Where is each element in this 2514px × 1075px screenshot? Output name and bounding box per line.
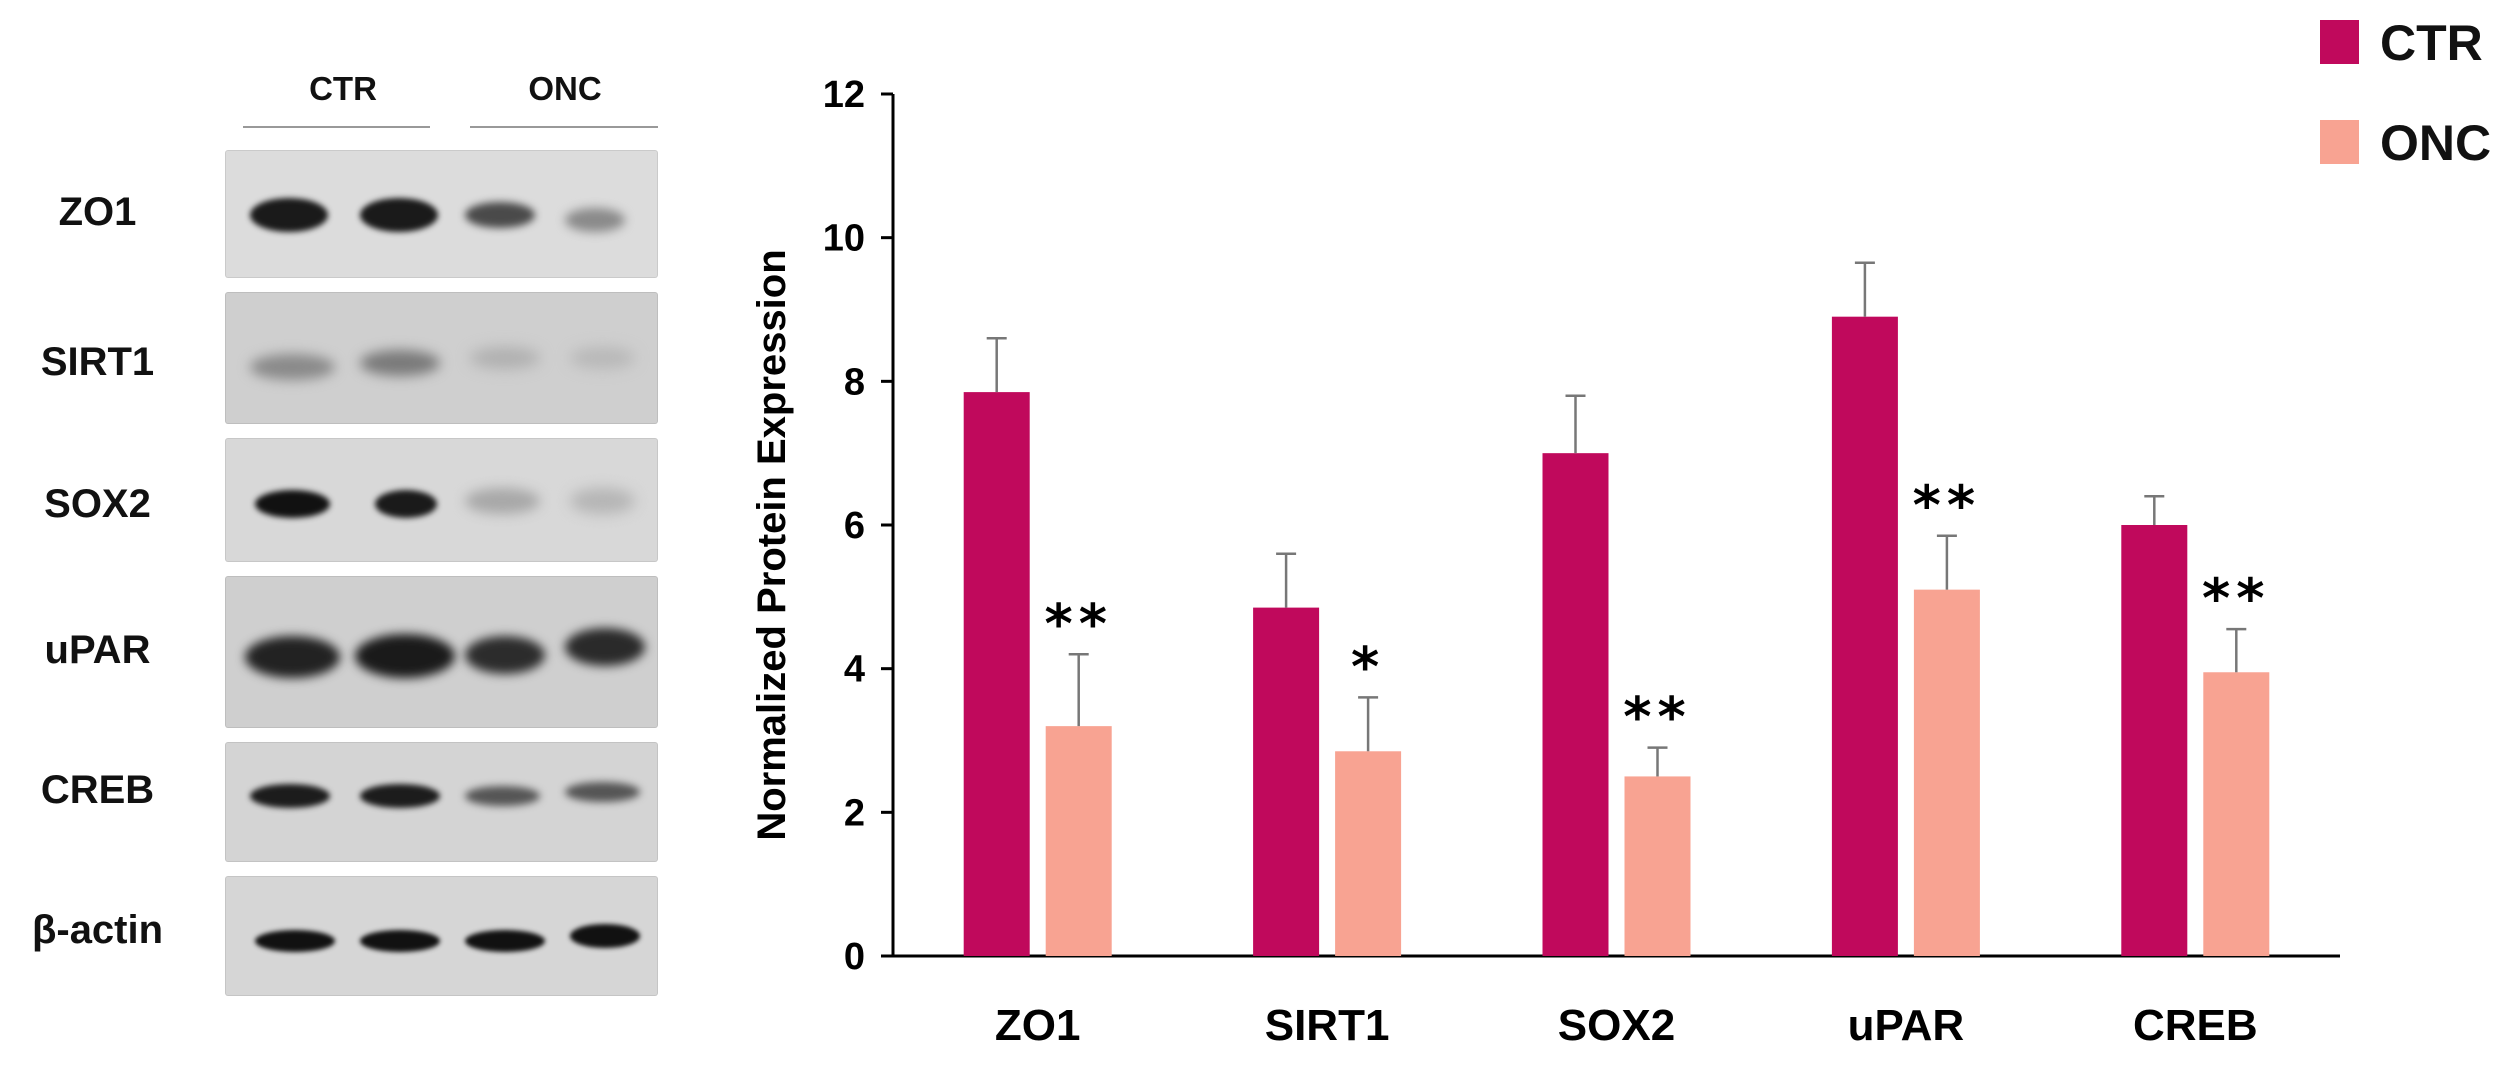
- blot-band: [465, 930, 545, 952]
- blot-band: [360, 784, 440, 808]
- bar-onc-sox2: [1624, 776, 1691, 956]
- blot-band: [565, 782, 640, 802]
- blot-label-zo1: ZO1: [58, 190, 137, 234]
- blot-header-onc: ONC: [528, 70, 602, 107]
- x-tick-label: ZO1: [995, 1001, 1081, 1050]
- blot-header-ctr: CTR: [309, 70, 377, 107]
- bar-ctr-upar: [1831, 316, 1898, 956]
- y-tick-label: 10: [823, 218, 865, 260]
- blot-band: [245, 636, 340, 678]
- blot-band: [250, 198, 328, 232]
- blot-band: [570, 347, 635, 369]
- blot-strip-sirt1: [225, 292, 658, 424]
- blot-label-creb: CREB: [40, 768, 155, 812]
- y-tick-label: 12: [823, 74, 865, 116]
- y-tick-label: 8: [844, 361, 865, 403]
- x-tick-label: uPAR: [1848, 1001, 1965, 1050]
- y-tick-label: 0: [844, 936, 865, 978]
- blot-band: [250, 354, 335, 380]
- bar-onc-sirt1: [1335, 751, 1402, 956]
- blot-label-beta-actin: β-actin: [31, 908, 164, 952]
- bar-ctr-sirt1: [1253, 607, 1320, 956]
- legend-label-onc: ONC: [2380, 115, 2492, 171]
- legend-swatch-ctr: [2320, 20, 2359, 64]
- blot-band: [255, 490, 330, 518]
- x-tick-label: CREB: [2133, 1001, 2258, 1050]
- blot-band: [360, 930, 440, 952]
- y-tick-label: 2: [844, 792, 865, 834]
- significance-marker: **: [1623, 686, 1691, 749]
- blot-band: [570, 488, 635, 514]
- blot-band: [465, 636, 545, 674]
- bar-ctr-sox2: [1542, 453, 1609, 956]
- bar-onc-upar: [1913, 589, 1980, 956]
- bar-onc-zo1: [1045, 726, 1112, 956]
- y-axis-label: Normalized Protein Expression: [750, 249, 794, 840]
- blot-label-sox2: SOX2: [44, 482, 151, 526]
- blot-strip-sox2: [225, 438, 658, 562]
- blot-band: [360, 350, 440, 376]
- y-tick-label: 4: [844, 649, 865, 691]
- blot-strip-zo1: [225, 150, 658, 278]
- blot-band: [565, 628, 645, 666]
- bar-ctr-zo1: [963, 392, 1030, 956]
- blot-strip-creb: [225, 742, 658, 862]
- blot-header-ctr-line: [243, 126, 430, 128]
- western-blot-panel: CTR ONC ZO1 SIRT1 SOX2 uPAR CREB: [0, 0, 700, 1075]
- bar-chart: 0 2 4 6 8 10 12 Normalized Protein Expression **…: [700, 0, 2514, 1075]
- significance-marker: **: [1913, 474, 1981, 537]
- blot-band: [465, 488, 540, 514]
- blot-band: [360, 198, 438, 232]
- significance-marker: *: [1351, 635, 1385, 698]
- legend-swatch-onc: [2320, 120, 2359, 164]
- blot-band: [375, 490, 437, 518]
- blot-header-onc-line: [470, 126, 658, 128]
- y-tick-label: 6: [844, 505, 865, 547]
- blot-band: [570, 924, 640, 948]
- blot-strip-beta-actin: [225, 876, 658, 996]
- blot-strip-upar: [225, 576, 658, 728]
- x-tick-label: SOX2: [1558, 1001, 1675, 1050]
- x-tick-label: SIRT1: [1265, 1001, 1390, 1050]
- legend-label-ctr: CTR: [2380, 15, 2483, 71]
- significance-marker: **: [1044, 592, 1112, 655]
- significance-marker: **: [2202, 567, 2270, 630]
- blot-band: [355, 634, 455, 678]
- blot-band: [565, 208, 625, 232]
- blot-label-upar: uPAR: [44, 628, 151, 672]
- blot-label-sirt1: SIRT1: [40, 340, 155, 384]
- bar-onc-creb: [2203, 672, 2270, 956]
- blot-band: [470, 347, 540, 369]
- blot-band: [465, 202, 535, 228]
- blot-band: [465, 786, 540, 806]
- bar-ctr-creb: [2121, 525, 2188, 956]
- blot-band: [250, 784, 330, 808]
- blot-band: [255, 930, 335, 952]
